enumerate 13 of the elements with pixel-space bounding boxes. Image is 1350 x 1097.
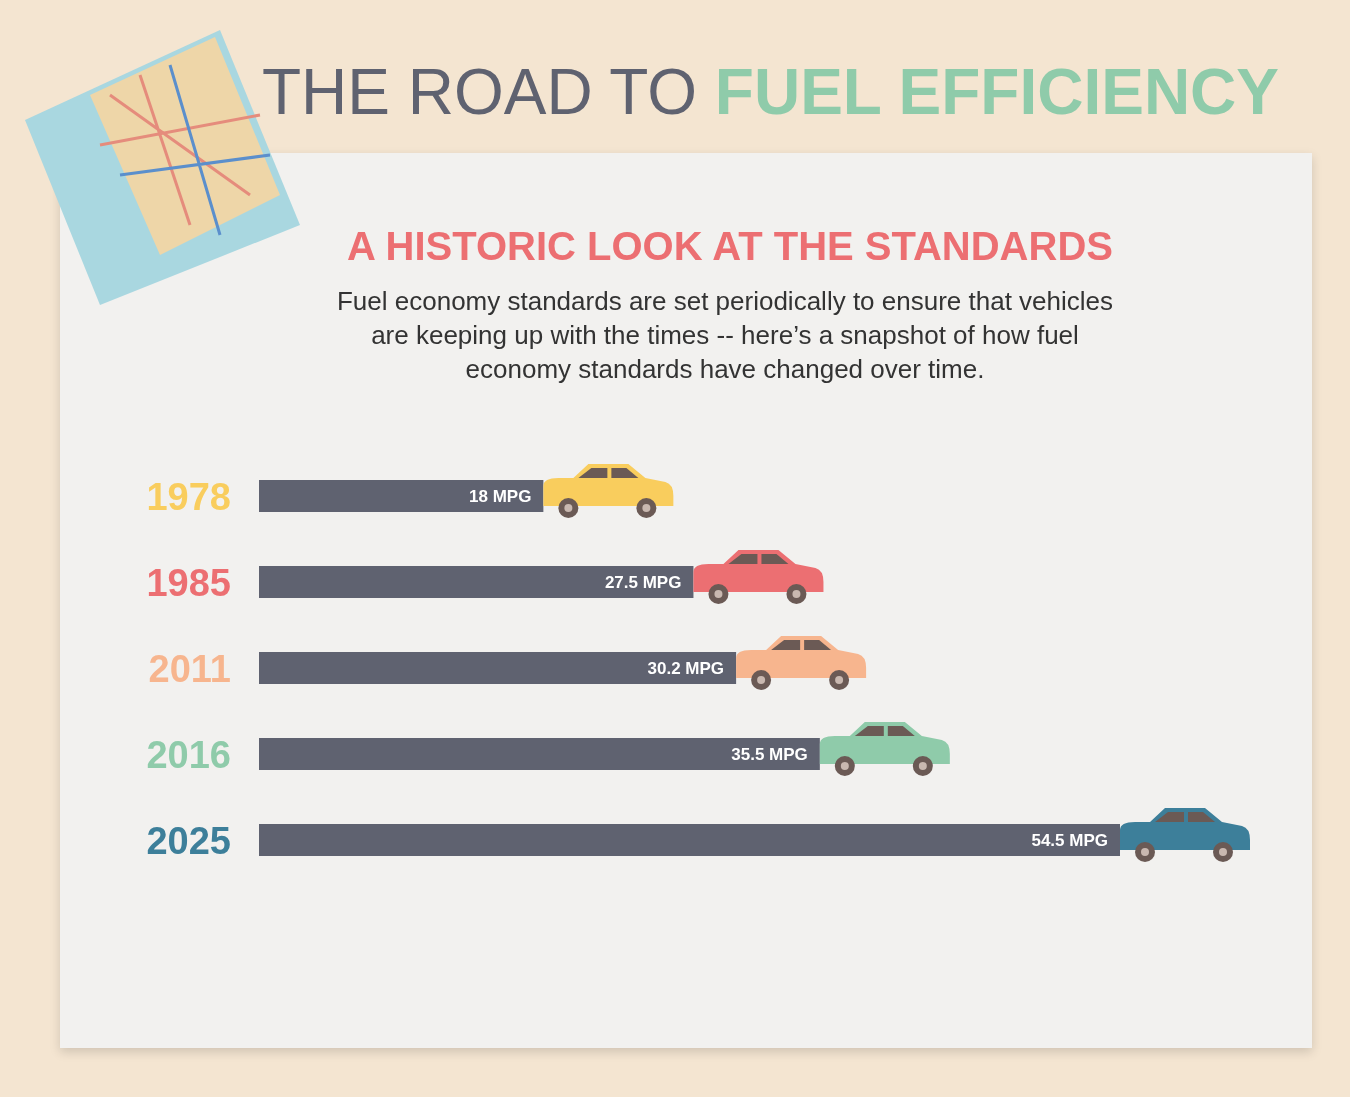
chart-subtitle: A HISTORIC LOOK AT THE STANDARDS bbox=[346, 224, 1114, 269]
y-tick-label: 2016 bbox=[146, 734, 231, 776]
text: Fuel economy standards are set periodically to ensure that vehicles are keeping up with the times -- here’s a snapshot of how fuel economy standards have changed over time. bbox=[335, 285, 1115, 386]
data-label: 30.2 MPG bbox=[647, 659, 725, 678]
y-tick-label: 2011 bbox=[148, 648, 231, 690]
data-label: 54.5 MPG bbox=[1031, 831, 1108, 850]
y-tick-label: 1985 bbox=[146, 562, 231, 604]
y-tick-label: 2025 bbox=[146, 820, 231, 862]
chart-title: THE ROAD TO FUEL EFFICIENCY bbox=[262, 56, 1279, 128]
data-label: 35.5 MPG bbox=[731, 745, 808, 764]
y-tick-label: 1978 bbox=[146, 476, 231, 518]
data-label: 18 MPG bbox=[469, 487, 532, 506]
data-label: 27.5 MPG bbox=[604, 573, 682, 592]
